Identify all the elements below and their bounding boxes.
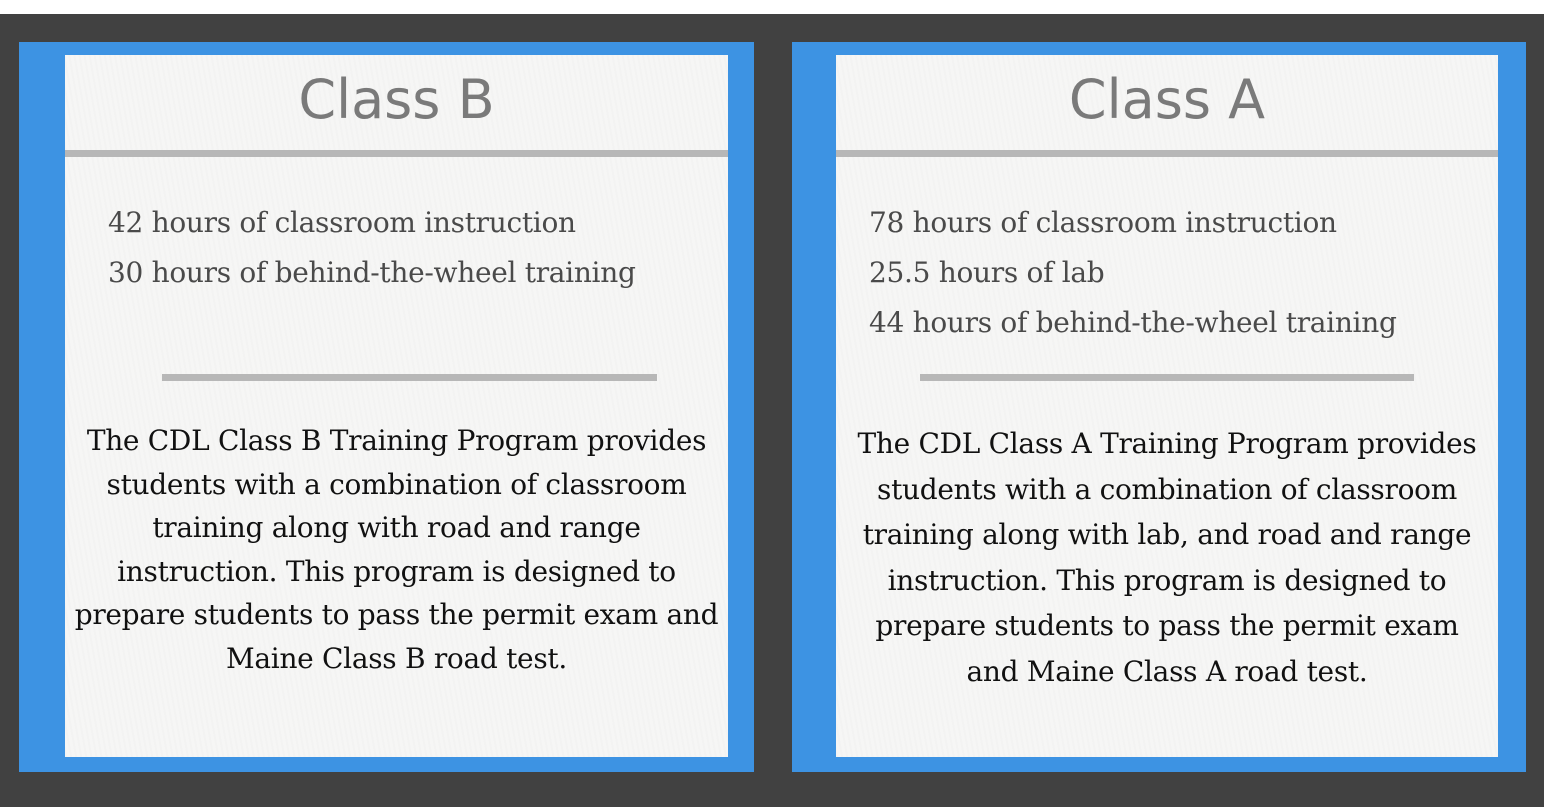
title-divider xyxy=(836,150,1498,157)
list-item: 42 hours of classroom instruction xyxy=(108,206,576,239)
class-b-card: Class B 42 hours of classroom instructio… xyxy=(65,55,728,757)
list-item: 44 hours of behind-the-wheel training xyxy=(869,306,1397,339)
list-item: 78 hours of classroom instruction xyxy=(869,206,1337,239)
card-title: Class A xyxy=(1068,68,1266,131)
section-divider xyxy=(920,374,1414,381)
list-item: 25.5 hours of lab xyxy=(869,256,1105,289)
title-divider xyxy=(65,150,728,157)
program-description: The CDL Class B Training Program provide… xyxy=(74,424,719,675)
hours-list: 78 hours of classroom instruction 25.5 h… xyxy=(869,198,1397,348)
program-description: The CDL Class A Training Program provide… xyxy=(857,427,1477,688)
list-item: 30 hours of behind-the-wheel training xyxy=(108,256,636,289)
card-title: Class B xyxy=(298,68,495,131)
section-divider xyxy=(162,374,657,381)
class-a-card: Class A 78 hours of classroom instructio… xyxy=(836,55,1498,757)
hours-list: 42 hours of classroom instruction 30 hou… xyxy=(108,198,636,298)
top-strip xyxy=(0,0,1544,14)
